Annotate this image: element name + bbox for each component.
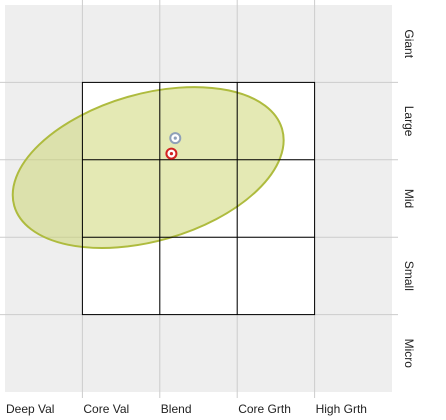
y-tick-label: Small: [402, 261, 416, 291]
x-axis-labels: Deep Val Core Val Blend Core Grth High Grth: [6, 402, 367, 416]
x-tick-label: High Grth: [316, 402, 367, 416]
y-tick-label: Micro: [402, 339, 416, 369]
y-axis-labels: Giant Large Mid Small Micro: [402, 29, 416, 368]
ownership-zone-layer: [11, 86, 285, 249]
style-box-layer: [81, 81, 316, 316]
x-tick-label: Blend: [161, 402, 192, 416]
historical-centroid-point: [169, 132, 182, 145]
y-tick-label: Giant: [402, 29, 416, 58]
ownership-zone: [11, 86, 285, 249]
x-tick-label: Deep Val: [6, 402, 54, 416]
historical-point-dot: [173, 136, 177, 140]
current-point-dot: [169, 152, 174, 156]
current-centroid-point: [165, 147, 178, 160]
y-tick-label: Large: [402, 106, 416, 137]
style-box-border: [81, 81, 316, 316]
x-tick-label: Core Grth: [238, 402, 291, 416]
points-layer: [165, 132, 182, 160]
y-tick-label: Mid: [402, 189, 416, 208]
x-tick-label: Core Val: [83, 402, 129, 416]
